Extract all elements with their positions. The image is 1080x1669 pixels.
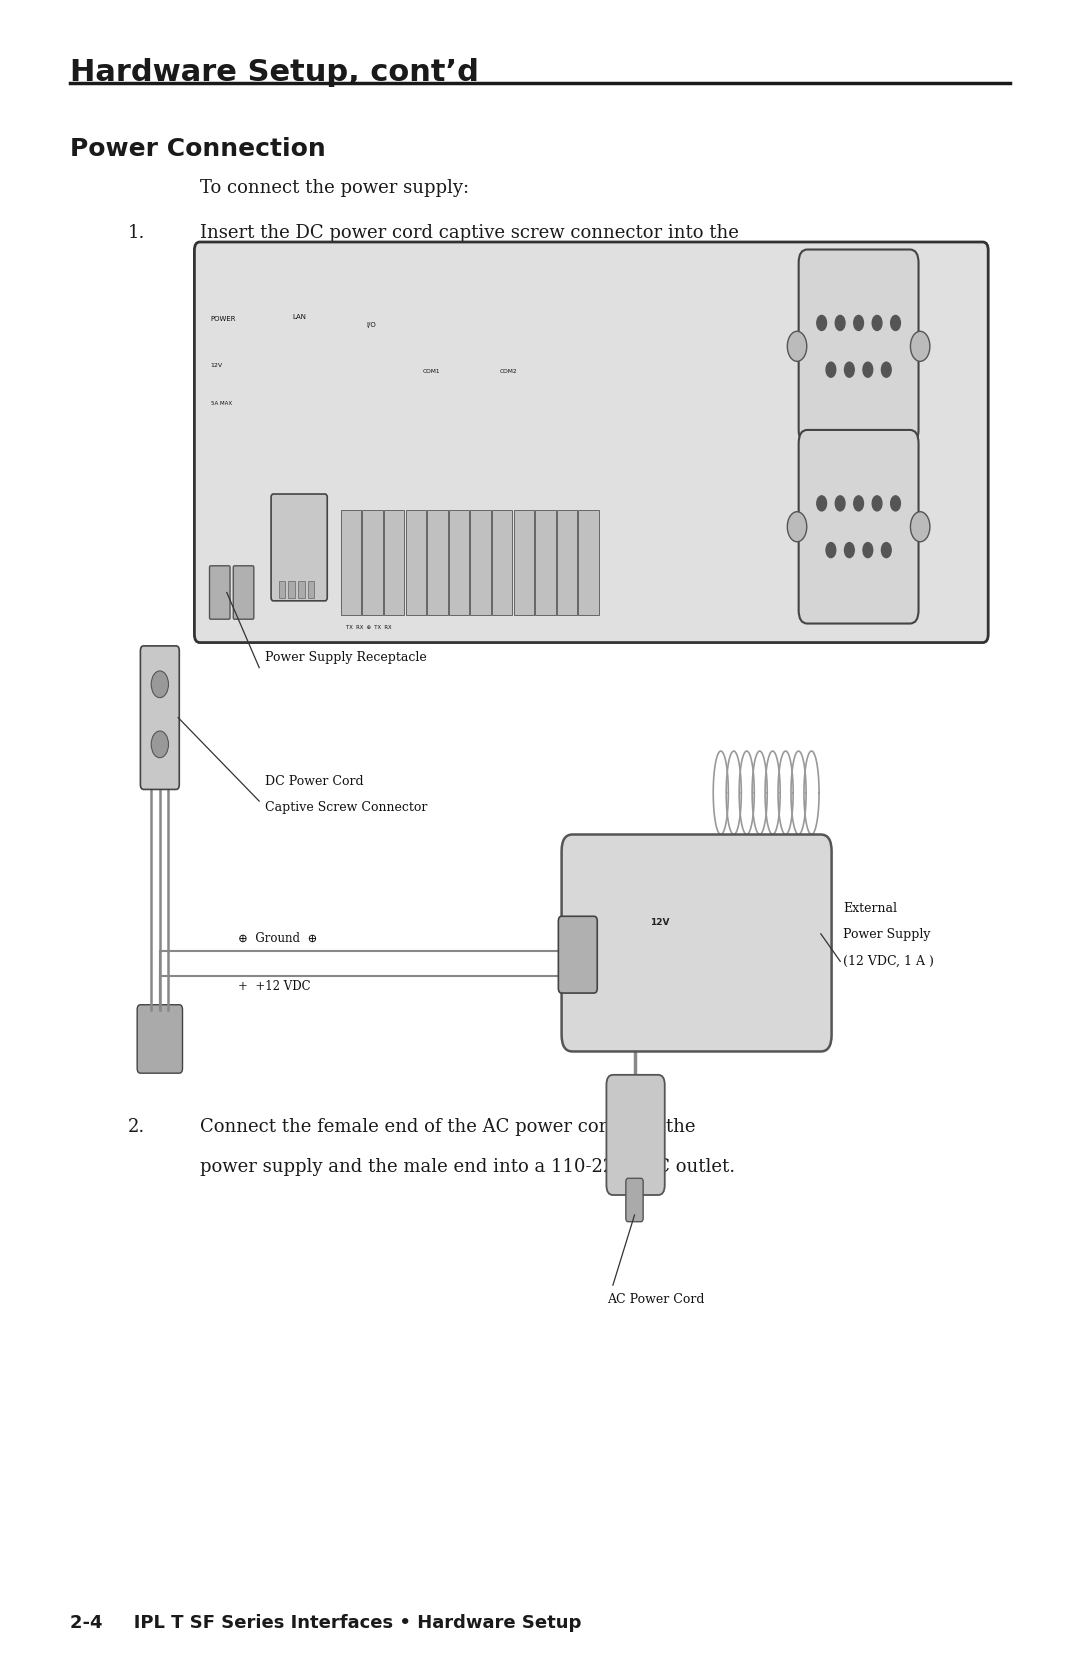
- Bar: [279, 581, 285, 598]
- Circle shape: [835, 315, 845, 330]
- FancyBboxPatch shape: [557, 509, 578, 614]
- Circle shape: [816, 315, 826, 330]
- Text: COM2: COM2: [500, 369, 517, 374]
- Bar: [308, 581, 314, 598]
- FancyBboxPatch shape: [492, 509, 513, 614]
- Circle shape: [151, 671, 168, 698]
- Text: COM 1: COM 1: [846, 259, 872, 267]
- Bar: [288, 581, 295, 598]
- FancyBboxPatch shape: [137, 1005, 183, 1073]
- Circle shape: [881, 362, 891, 377]
- FancyBboxPatch shape: [607, 1075, 665, 1195]
- FancyBboxPatch shape: [558, 916, 597, 993]
- Text: +  +12 VDC: + +12 VDC: [238, 980, 310, 993]
- Circle shape: [845, 362, 854, 377]
- Text: TX  RX  ⊕  TX  RX: TX RX ⊕ TX RX: [346, 626, 391, 631]
- FancyBboxPatch shape: [514, 509, 534, 614]
- Text: +  –: + –: [210, 601, 224, 608]
- Text: Insert the DC power cord captive screw connector into the: Insert the DC power cord captive screw c…: [200, 224, 739, 242]
- FancyBboxPatch shape: [428, 509, 448, 614]
- Text: POWER: POWER: [211, 317, 237, 322]
- Circle shape: [910, 512, 930, 542]
- Text: Captive Screw Connector: Captive Screw Connector: [265, 801, 427, 814]
- Text: Hardware Setup, cont’d: Hardware Setup, cont’d: [70, 58, 480, 87]
- Text: power supply receptacle on the rear panel of the interface: power supply receptacle on the rear pane…: [200, 264, 734, 282]
- Circle shape: [853, 315, 864, 330]
- FancyBboxPatch shape: [363, 509, 383, 614]
- Text: (12 VDC, 1 A ): (12 VDC, 1 A ): [843, 955, 934, 968]
- Circle shape: [863, 362, 873, 377]
- Text: box.: box.: [200, 304, 238, 322]
- Circle shape: [787, 332, 807, 362]
- Text: 2.: 2.: [127, 1118, 145, 1137]
- Text: 12V: 12V: [649, 918, 670, 926]
- Circle shape: [151, 731, 168, 758]
- Text: Power Supply Receptacle: Power Supply Receptacle: [265, 651, 427, 664]
- FancyBboxPatch shape: [233, 566, 254, 619]
- FancyBboxPatch shape: [799, 250, 919, 444]
- FancyBboxPatch shape: [194, 242, 988, 643]
- Circle shape: [835, 496, 845, 511]
- Text: COM 2: COM 2: [846, 412, 872, 421]
- Text: External: External: [843, 901, 897, 915]
- FancyBboxPatch shape: [140, 646, 179, 789]
- Text: 12V: 12V: [211, 364, 222, 367]
- Text: power supply and the male end into a 110-220 VAC outlet.: power supply and the male end into a 110…: [200, 1158, 734, 1177]
- Circle shape: [881, 542, 891, 557]
- FancyBboxPatch shape: [471, 509, 490, 614]
- FancyBboxPatch shape: [579, 509, 599, 614]
- Circle shape: [845, 542, 854, 557]
- Text: Power Supply: Power Supply: [843, 928, 931, 941]
- Text: ⊕  Ground  ⊕: ⊕ Ground ⊕: [238, 931, 316, 945]
- FancyBboxPatch shape: [341, 509, 362, 614]
- Text: Power Connection: Power Connection: [70, 137, 326, 160]
- FancyBboxPatch shape: [406, 509, 426, 614]
- Text: 2-4     IPL T SF Series Interfaces • Hardware Setup: 2-4 IPL T SF Series Interfaces • Hardwar…: [70, 1614, 581, 1632]
- Text: Connect the female end of the AC power cord into the: Connect the female end of the AC power c…: [200, 1118, 696, 1137]
- Circle shape: [826, 362, 836, 377]
- Bar: [298, 581, 305, 598]
- Circle shape: [816, 496, 826, 511]
- FancyBboxPatch shape: [384, 509, 404, 614]
- Circle shape: [826, 542, 836, 557]
- Text: AC Power Cord: AC Power Cord: [607, 1293, 705, 1307]
- Text: DC Power Cord: DC Power Cord: [265, 774, 363, 788]
- Text: I/O: I/O: [366, 322, 376, 329]
- Text: To connect the power supply:: To connect the power supply:: [200, 179, 469, 197]
- Circle shape: [853, 496, 864, 511]
- Circle shape: [891, 315, 901, 330]
- Circle shape: [873, 315, 882, 330]
- Text: 1.: 1.: [127, 224, 145, 242]
- Text: LAN: LAN: [293, 314, 306, 320]
- FancyBboxPatch shape: [210, 566, 230, 619]
- Circle shape: [863, 542, 873, 557]
- Circle shape: [910, 332, 930, 362]
- Text: COM1: COM1: [422, 369, 440, 374]
- Circle shape: [787, 512, 807, 542]
- Text: 5A MAX: 5A MAX: [211, 402, 232, 406]
- FancyBboxPatch shape: [626, 1178, 644, 1222]
- FancyBboxPatch shape: [562, 834, 832, 1051]
- FancyBboxPatch shape: [449, 509, 470, 614]
- Circle shape: [891, 496, 901, 511]
- FancyBboxPatch shape: [271, 494, 327, 601]
- Circle shape: [873, 496, 882, 511]
- FancyBboxPatch shape: [536, 509, 555, 614]
- FancyBboxPatch shape: [799, 431, 919, 624]
